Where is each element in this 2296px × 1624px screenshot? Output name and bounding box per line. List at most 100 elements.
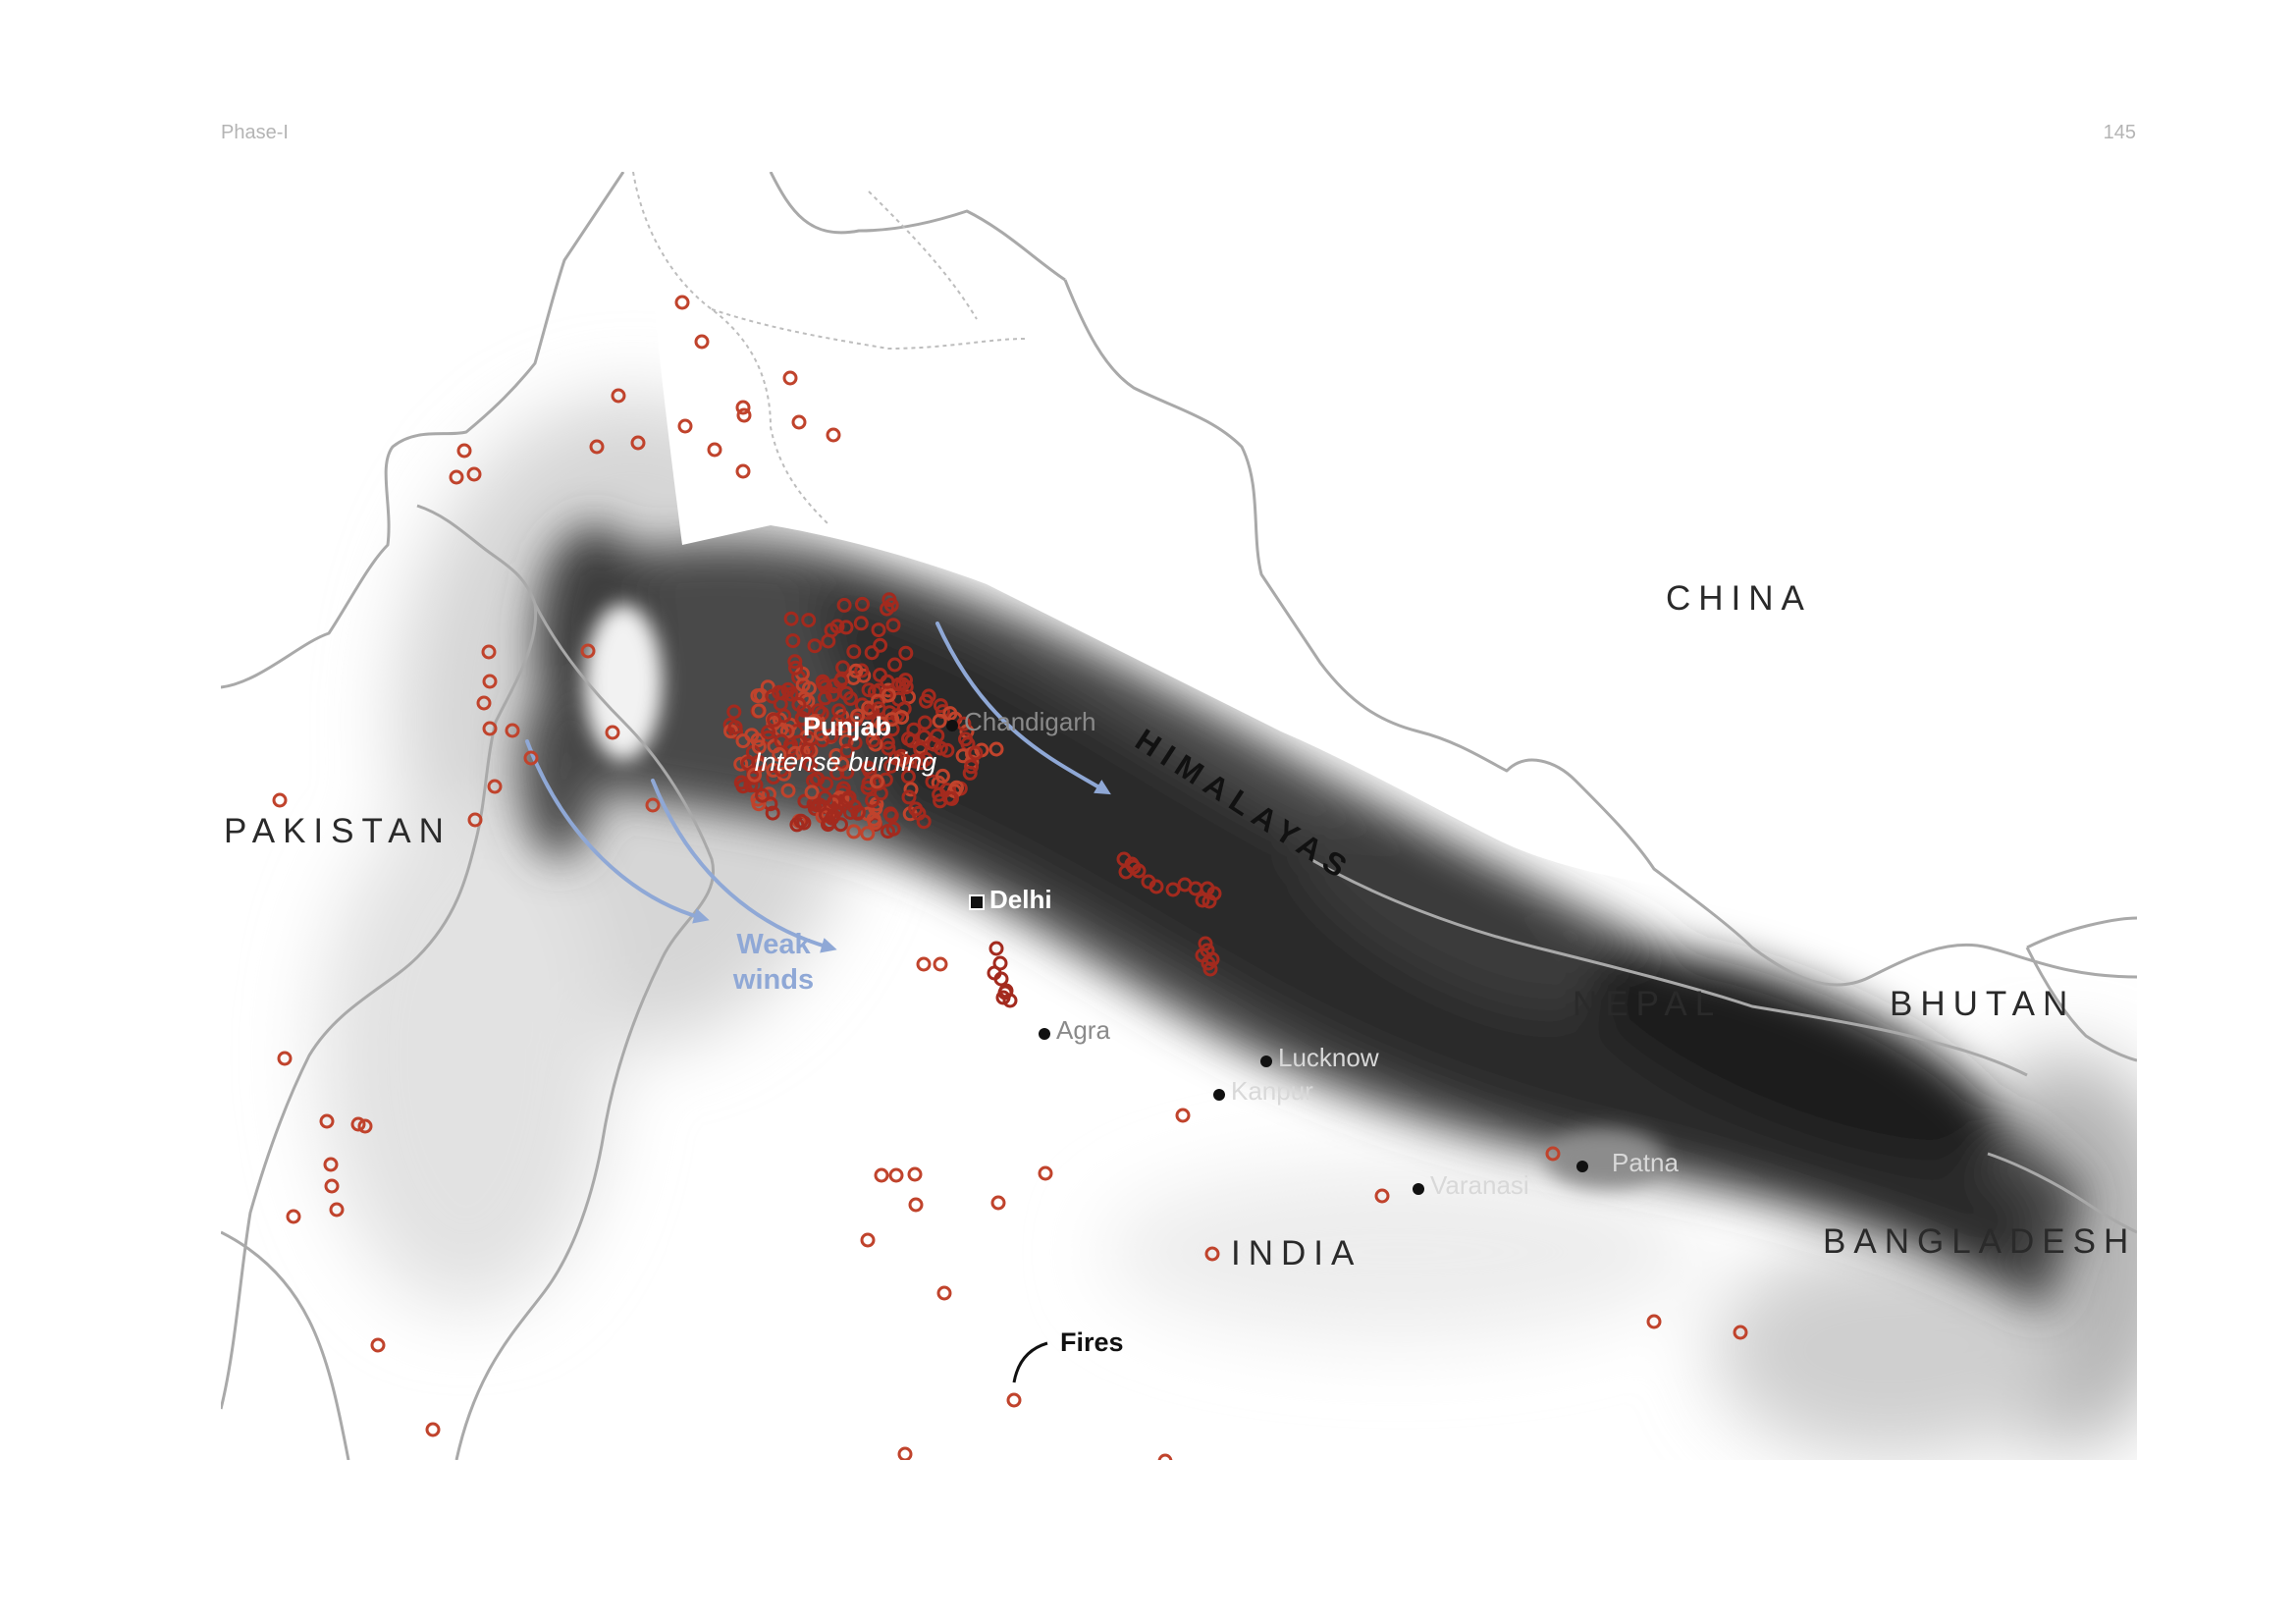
patna-marker (1576, 1161, 1588, 1172)
fire-marker (881, 687, 896, 703)
fire-marker (272, 792, 288, 808)
fire-marker (817, 789, 832, 805)
fire-marker (456, 443, 472, 459)
fire-marker (916, 814, 932, 830)
fire-marker (882, 806, 898, 822)
fire-marker (896, 701, 912, 717)
chandigarh-marker (946, 720, 958, 731)
fire-marker (767, 712, 782, 728)
fire-marker (1733, 1325, 1748, 1340)
fire-marker (880, 674, 895, 689)
fire-marker (1038, 1165, 1053, 1181)
label-patna: Patna (1612, 1148, 1679, 1177)
label-kanpur: Kanpur (1231, 1076, 1313, 1106)
fire-marker (830, 714, 846, 730)
fire-marker (862, 763, 878, 779)
fire-marker (932, 713, 947, 729)
fire-marker (755, 787, 771, 803)
fire-marker (964, 759, 979, 775)
fire-marker (1201, 955, 1216, 971)
smog-map: CHINA PAKISTAN NEPAL BHUTAN BANGLADESH I… (221, 172, 2137, 1460)
fire-marker (740, 756, 756, 772)
fire-marker (834, 756, 850, 772)
fire-marker (611, 388, 626, 404)
fire-marker (774, 733, 789, 749)
label-india: INDIA (1231, 1234, 1362, 1272)
agra-marker (1039, 1028, 1050, 1040)
fire-marker (897, 1446, 913, 1460)
fire-marker (864, 645, 880, 661)
weak-winds-line-1: Weak (736, 929, 811, 960)
label-agra: Agra (1056, 1015, 1110, 1045)
fire-marker (726, 704, 742, 720)
fire-marker (788, 660, 803, 676)
fire-marker (762, 786, 776, 802)
fire-marker (934, 768, 950, 784)
fire-marker (908, 753, 924, 769)
fire-marker (853, 616, 869, 631)
fire-marker (871, 623, 886, 638)
fire-marker (733, 775, 749, 790)
fire-marker (804, 785, 820, 800)
fire-marker (789, 817, 805, 833)
fire-marker (733, 756, 749, 772)
fire-marker (839, 743, 855, 759)
fire-marker (846, 644, 862, 660)
fire-marker (958, 731, 973, 747)
fire-marker (787, 654, 803, 670)
fire-marker (869, 774, 884, 789)
fire-marker (908, 1197, 924, 1213)
fire-marker (735, 733, 751, 749)
fire-marker (841, 789, 857, 805)
fire-marker (707, 442, 722, 458)
fire-marker (765, 805, 780, 821)
fire-marker (860, 1232, 876, 1248)
fire-marker (801, 613, 817, 628)
label-bhutan: BHUTAN (1890, 985, 2076, 1023)
fire-marker (944, 790, 959, 806)
fire-marker (425, 1422, 441, 1437)
fire-marker (736, 407, 752, 423)
fire-marker (772, 746, 787, 762)
fire-marker (930, 728, 945, 743)
fire-marker (993, 971, 1009, 987)
label-intense-burning: Intense burning (754, 747, 937, 777)
fire-marker (885, 618, 901, 633)
fire-marker (800, 742, 816, 758)
fire-marker (751, 739, 767, 755)
fire-marker (783, 611, 799, 626)
fire-marker (826, 427, 841, 443)
fire-marker (580, 643, 596, 659)
label-weak-winds: Weak winds (710, 927, 837, 998)
fire-marker (835, 660, 851, 676)
fire-marker (881, 824, 895, 839)
fire-marker (968, 745, 984, 761)
label-delhi: Delhi (989, 885, 1052, 914)
fire-marker (936, 1285, 952, 1301)
label-fires: Fires (1060, 1327, 1124, 1357)
fire-marker (323, 1157, 339, 1172)
page-header-left: Phase-I (221, 122, 289, 143)
label-china: CHINA (1666, 579, 1812, 618)
fire-marker (1157, 1453, 1173, 1460)
fire-marker (357, 1118, 373, 1134)
fire-marker (898, 645, 914, 661)
fire-marker (865, 723, 881, 738)
fire-marker (1006, 1392, 1022, 1408)
fire-marker (780, 783, 796, 798)
fire-marker (847, 735, 863, 751)
fire-marker (329, 1202, 345, 1218)
fire-marker (1165, 882, 1181, 897)
fire-marker (674, 295, 690, 310)
fire-marker (481, 644, 497, 660)
fire-marker (821, 817, 835, 833)
label-bangladesh: BANGLADESH (1823, 1222, 2137, 1261)
fire-marker (867, 815, 882, 831)
kanpur-marker (1213, 1089, 1225, 1101)
fire-marker (990, 1195, 1006, 1211)
delhi-marker (969, 894, 985, 910)
fire-marker (836, 597, 852, 613)
fire-marker (875, 716, 890, 731)
page-number: 145 (2103, 122, 2136, 143)
fire-marker (888, 750, 904, 766)
